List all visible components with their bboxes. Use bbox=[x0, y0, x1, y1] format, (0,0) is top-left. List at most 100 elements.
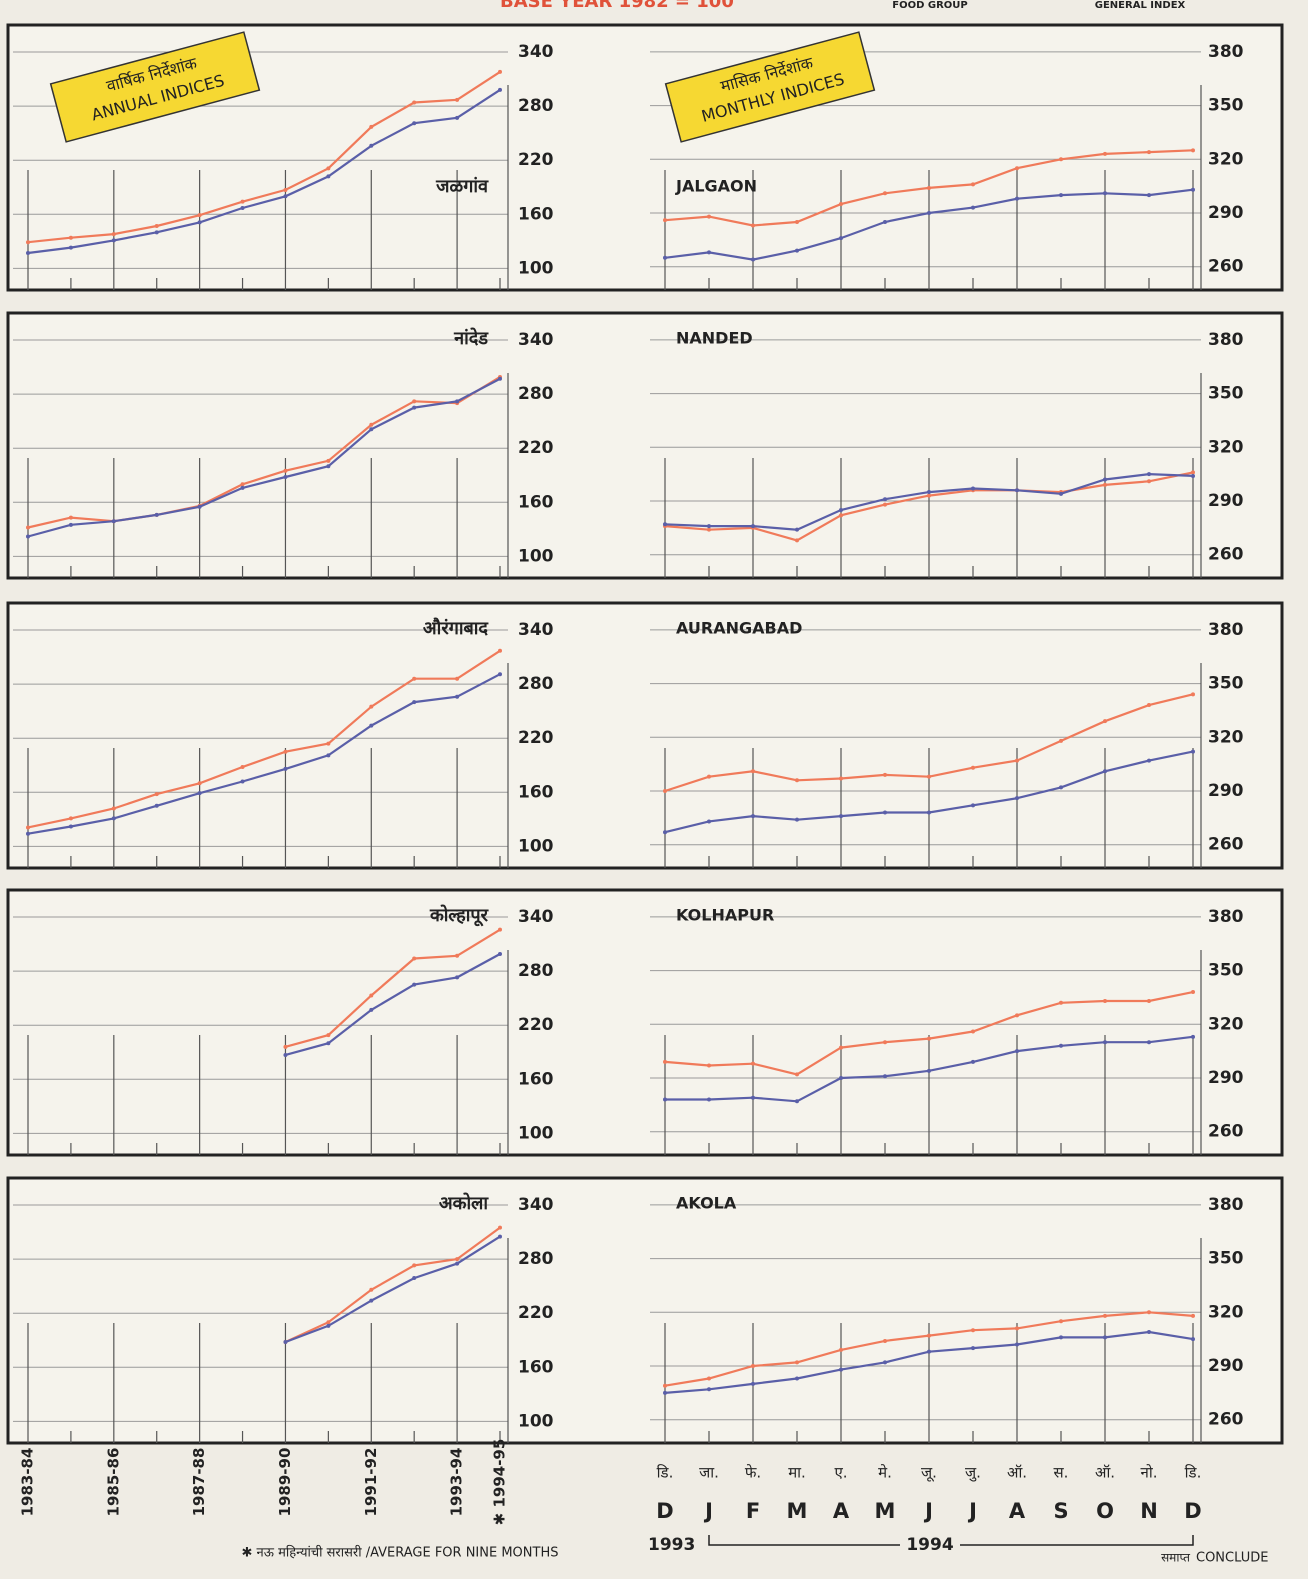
x-tick-label-mr: ऑ. bbox=[1095, 1464, 1115, 1482]
point bbox=[1103, 151, 1107, 156]
point bbox=[1191, 473, 1195, 478]
point bbox=[26, 240, 30, 245]
series-line bbox=[27, 70, 501, 244]
sticker-bg bbox=[664, 31, 876, 143]
point bbox=[751, 769, 755, 774]
y-tick-label: 350 bbox=[1208, 961, 1244, 981]
point bbox=[26, 534, 30, 539]
point bbox=[971, 1328, 975, 1333]
point bbox=[1147, 758, 1151, 763]
x-tick-label: D bbox=[1184, 1499, 1201, 1523]
point bbox=[412, 399, 417, 404]
point bbox=[369, 704, 374, 709]
x-tick-label: J bbox=[703, 1499, 713, 1523]
point bbox=[707, 1387, 711, 1392]
point bbox=[197, 213, 202, 218]
point bbox=[111, 519, 116, 524]
point bbox=[154, 224, 159, 229]
point bbox=[197, 781, 202, 786]
point bbox=[412, 956, 417, 961]
point bbox=[455, 399, 460, 404]
y-tick-label: 320 bbox=[1208, 727, 1244, 747]
point bbox=[498, 648, 502, 653]
point bbox=[283, 1340, 288, 1345]
y-tick-label: 380 bbox=[1208, 1195, 1244, 1215]
point bbox=[26, 825, 30, 830]
point bbox=[197, 504, 202, 509]
y-tick-label: 280 bbox=[518, 674, 554, 694]
point bbox=[326, 753, 331, 758]
point bbox=[1191, 470, 1195, 475]
point bbox=[839, 507, 843, 512]
x-tick-label-mr: मे. bbox=[878, 1464, 892, 1482]
point bbox=[927, 490, 931, 495]
x-tick-label-mr: जु. bbox=[965, 1464, 981, 1483]
point bbox=[240, 765, 245, 770]
point bbox=[240, 205, 245, 210]
point bbox=[455, 1257, 460, 1262]
y-tick-label: 220 bbox=[518, 438, 554, 458]
point bbox=[326, 464, 331, 469]
y-tick-label: 260 bbox=[1208, 545, 1244, 565]
y-tick-label: 220 bbox=[518, 1303, 554, 1323]
point bbox=[455, 676, 460, 681]
x-tick-label: 1993-94 bbox=[448, 1448, 466, 1517]
point bbox=[883, 502, 887, 507]
point bbox=[1059, 491, 1063, 496]
point bbox=[154, 792, 159, 797]
point bbox=[839, 776, 843, 781]
series-line bbox=[27, 377, 501, 538]
y-tick-label: 340 bbox=[518, 620, 554, 640]
point bbox=[1059, 193, 1063, 198]
y-tick-label: 290 bbox=[1208, 203, 1244, 223]
chart-title: JALGAON bbox=[675, 177, 757, 196]
point bbox=[883, 810, 887, 815]
concluded-en: CONCLUDE bbox=[1196, 1551, 1268, 1566]
point bbox=[68, 816, 73, 821]
point bbox=[883, 1074, 887, 1079]
x-tick-label-mr: फे. bbox=[745, 1464, 761, 1482]
point bbox=[1103, 769, 1107, 774]
point bbox=[283, 749, 288, 754]
point bbox=[412, 700, 417, 705]
point bbox=[1191, 749, 1195, 754]
point bbox=[1147, 703, 1151, 708]
point bbox=[412, 121, 417, 126]
point bbox=[883, 191, 887, 196]
point bbox=[111, 816, 116, 821]
point bbox=[927, 1349, 931, 1354]
y-tick-label: 350 bbox=[1208, 674, 1244, 694]
point bbox=[455, 953, 460, 958]
y-tick-label: 280 bbox=[518, 96, 554, 116]
point bbox=[927, 774, 931, 779]
chart-title: KOLHAPUR bbox=[676, 906, 774, 925]
point bbox=[663, 1059, 667, 1064]
point bbox=[971, 486, 975, 491]
x-tick-label-mr: डि. bbox=[657, 1464, 674, 1482]
point bbox=[498, 1234, 502, 1239]
point bbox=[795, 778, 799, 783]
point bbox=[283, 475, 288, 480]
point bbox=[927, 1333, 931, 1338]
panel-frame bbox=[6, 888, 1284, 1157]
year-bracket bbox=[708, 1535, 1194, 1546]
y-tick-label: 100 bbox=[518, 1411, 554, 1431]
x-tick-label: 1983-84 bbox=[19, 1448, 37, 1517]
y-tick-label: 100 bbox=[518, 258, 554, 278]
point bbox=[1147, 999, 1151, 1004]
point bbox=[1147, 1329, 1151, 1334]
point bbox=[197, 220, 202, 225]
point bbox=[1147, 150, 1151, 155]
sticker-bg bbox=[49, 31, 261, 143]
point bbox=[839, 513, 843, 518]
point bbox=[971, 765, 975, 770]
y-tick-label: 260 bbox=[1208, 257, 1244, 277]
point bbox=[1191, 1313, 1195, 1318]
point bbox=[751, 257, 755, 262]
x-tick-label-mr: स. bbox=[1054, 1464, 1069, 1482]
point bbox=[26, 251, 30, 256]
point bbox=[707, 819, 711, 824]
point bbox=[663, 255, 667, 260]
point bbox=[68, 522, 73, 527]
